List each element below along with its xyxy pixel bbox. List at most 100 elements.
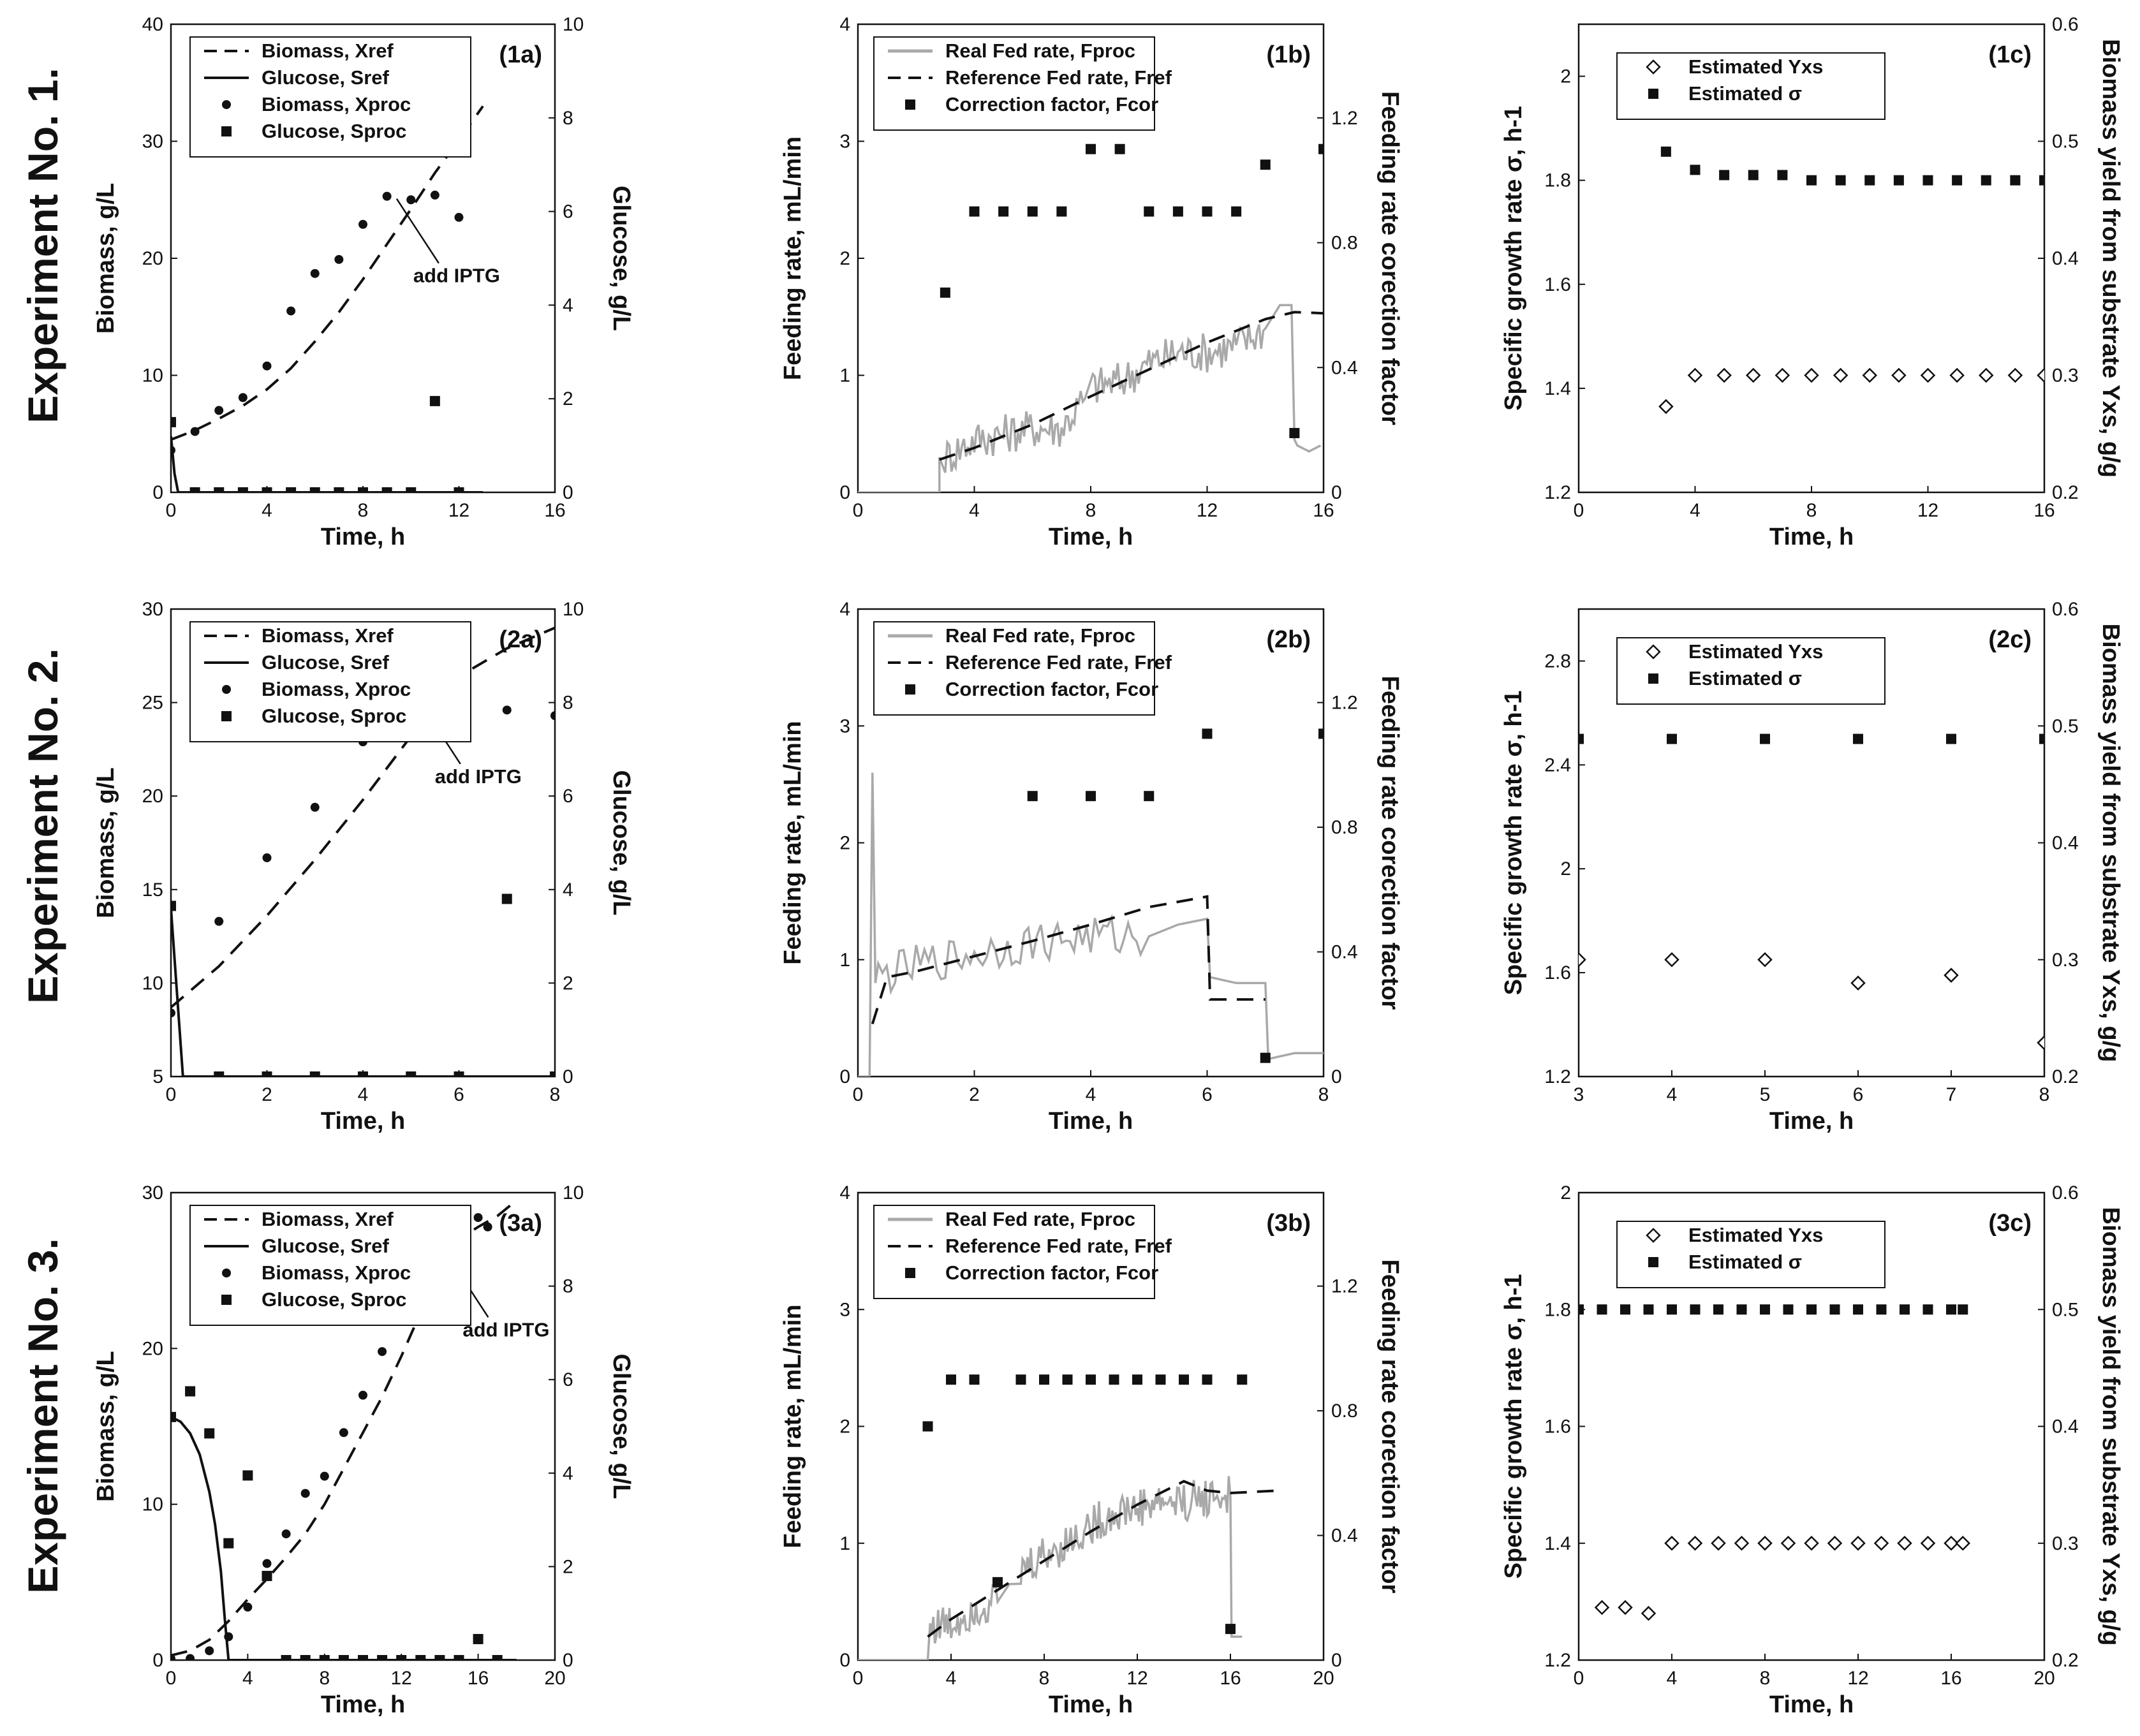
y-tick-label: 30 [142,1182,163,1203]
legend-swatch-square [905,99,915,110]
y-tick-label: 0 [152,482,163,503]
y-tick-label: 1 [839,950,850,971]
legend-label: Biomass, Xref [262,624,394,647]
data-point-square [1202,206,1213,217]
x-tick-label: 4 [1690,500,1701,521]
legend-label: Estimated σ [1688,82,1802,105]
x-tick-label: 0 [853,500,864,521]
legend: Estimated Yxs Estimated σ [1616,637,1885,705]
data-point-square [1864,175,1875,186]
x-tick-label: 2 [262,1084,272,1105]
data-point-square [1853,733,1863,744]
y2-tick-label: 0.4 [1331,1526,1358,1547]
row-label-1: Experiment No. 1. [19,68,66,423]
data-point-square [1713,1304,1723,1315]
y2-tick-label: 0.5 [2052,1299,2079,1320]
series-line-dashed [171,626,555,1009]
y-tick-label: 2.8 [1544,651,1571,672]
y-tick-label: 1.2 [1544,482,1571,503]
y2-tick-label: 0.6 [2052,14,2079,35]
data-point-square [1981,175,1991,186]
data-point-diamond [1594,1600,1610,1615]
x-tick-label: 12 [1847,1668,1868,1689]
legend-box [189,36,471,158]
data-point-circle [430,190,439,200]
legend-label: Biomass, Xref [262,40,394,62]
y2-tick-label: 2 [563,973,573,994]
data-point-circle [358,1390,367,1400]
data-point-square [1643,1304,1654,1315]
data-point-square [1318,728,1324,739]
plot-area [171,105,484,492]
data-point-square [1202,728,1213,739]
data-point-circle [310,268,320,278]
y-tick-label: 1 [839,365,850,386]
x-tick-label: 8 [358,500,369,521]
data-point-square [922,1421,933,1432]
annotation-line [395,198,439,264]
y-tick-label: 2.4 [1544,754,1571,776]
y2-axis-label: Biomass yield from substrate Yxs, g/g [2097,39,2124,478]
x-tick-label: 7 [1946,1084,1957,1105]
series-line-dashed [927,1480,1278,1638]
legend-swatch-square [221,711,232,721]
x-axis-label: Time, h [321,524,405,550]
data-point-square [1922,175,1933,186]
legend-swatch-square [1648,673,1658,684]
y2-tick-label: 8 [563,1276,573,1297]
y-axis-label: Biomass, g/L [92,183,119,334]
series-line-solid [171,908,555,1077]
legend-box [1616,52,1885,120]
legend-label: Biomass, Xref [262,1208,394,1230]
data-point-square [300,1655,311,1660]
data-point-square [1056,206,1067,217]
data-point-square [1760,733,1770,744]
y-tick-label: 20 [142,786,163,807]
legend-label: Glucose, Sproc [262,705,406,727]
data-point-diamond [1775,367,1790,383]
x-tick-label: 12 [1917,500,1938,521]
data-point-diamond [1891,367,1907,383]
data-point-diamond [1804,367,1819,383]
legend-label: Reference Fed rate, Fref [945,651,1172,673]
data-point-square [1289,428,1300,439]
data-point-square [171,416,176,427]
y-tick-label: 2 [839,1416,850,1438]
legend: Real Fed rate, Fproc Reference Fed rate, … [873,1205,1172,1299]
y-axis-label: Feeding rate, mL/min [779,136,806,380]
data-point-diamond [2007,367,2023,383]
y2-tick-label: 0 [563,482,573,503]
y-tick-label: 10 [142,973,163,994]
data-point-diamond [1716,367,1732,383]
legend-swatch-square [1648,1257,1658,1267]
y-tick-label: 4 [839,599,850,620]
y-tick-label: 1.8 [1544,170,1571,191]
data-point-circle [454,212,464,222]
data-point-square [1109,1374,1119,1385]
y2-tick-label: 0.4 [2052,833,2079,854]
data-point-square [1086,1374,1096,1385]
y-tick-label: 30 [142,131,163,152]
data-point-circle [339,1428,348,1438]
y2-tick-label: 8 [563,693,573,714]
data-point-square [1922,1304,1933,1315]
data-point-circle [378,1347,387,1357]
chart-1c: 0 4 8 12 16 1.2 1.4 1.6 1.8 2 0.2 0.3 0.4 0.5 0.6 Time,… [1500,14,2124,550]
data-point-square [1829,1304,1840,1315]
data-point-square [214,487,225,492]
data-point-circle [171,445,175,455]
y2-tick-label: 0.8 [1331,1401,1358,1422]
legend-label: Biomass, Xproc [262,678,411,700]
legend: Biomass, Xref Glucose, Sref Biomass, Xproc… [189,621,471,742]
x-axis-label: Time, h [321,1108,405,1135]
y-tick-label: 3 [839,131,850,152]
data-point-square [1900,1304,1910,1315]
data-point-diamond [1780,1535,1796,1551]
y2-axis-label: Biomass yield from substrate Yxs, g/g [2097,1207,2124,1646]
data-point-square [2039,175,2044,186]
legend: Real Fed rate, Fproc Reference Fed rate, … [873,36,1172,131]
legend-label: Estimated Yxs [1688,640,1823,663]
y2-tick-label: 0.3 [2052,365,2079,386]
y2-tick-label: 0.2 [2052,1066,2079,1087]
